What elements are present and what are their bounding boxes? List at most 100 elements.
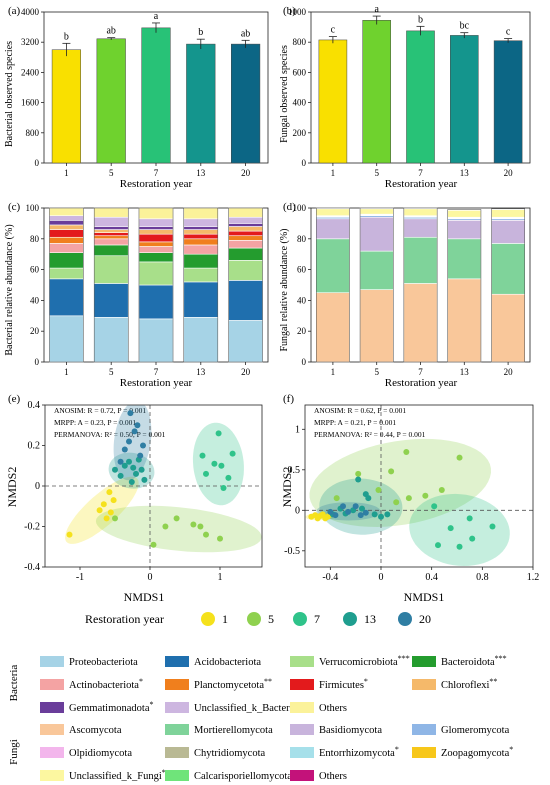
scatter-point-f-group-5 [375,487,382,494]
stack-segment-c [138,318,174,363]
fungi-heading: Fungi [8,739,20,765]
xlabel-b: Restoration year [385,178,458,190]
scatter-point-e-group-7 [203,470,209,477]
xtick-label-e: -1 [76,572,84,583]
scatter-point-e-group-20 [126,438,132,445]
scatter-point-e-group-13 [121,462,128,469]
scatter-point-f-group-5 [355,470,362,477]
ytick-label-e: 0.2 [28,441,41,452]
bacteria-legend-swatch [290,702,314,713]
stack-segment-c [138,218,174,227]
sig-letter-b: c [331,25,336,36]
panel-label-d: (d) [283,201,296,213]
bacteria-legend-significance: * [139,677,143,686]
bacteria-legend-label: Firmicutes* [319,677,368,691]
scatter-point-e-group-20 [137,452,144,459]
stack-segment-c [228,226,263,232]
scatter-area-e [45,405,262,567]
stack-segment-d [315,208,350,217]
ytick-label-e: 0 [35,481,40,492]
xtick-label-f: -0.4 [322,572,338,583]
scatter-point-e-group-20 [127,410,134,417]
xtick-label-b: 7 [418,168,423,178]
stack-segment-c [183,253,219,269]
scatter-point-e-group-7 [229,450,236,457]
bacteria-legend-significance: ** [264,677,272,686]
bar-a [141,27,171,164]
ytick-label-c: 0 [35,357,40,367]
stack-segment-d [359,250,394,290]
bacteria-legend-swatch [165,656,189,667]
bacteria-legend-swatch [165,702,189,713]
scatter-point-f-group-7 [466,515,473,522]
group-legend-title: Restoration year [85,612,164,626]
fungi-legend-swatch [40,724,64,735]
confidence-ellipse-e [95,505,262,553]
stack-segment-c [49,243,84,253]
confidence-ellipse-f [409,493,510,566]
stack-segment-c [49,229,84,238]
ytick-label-f: 1 [295,424,300,435]
legend-marker-year-1 [201,612,215,626]
scatter-point-f-group-7 [447,525,454,532]
scatter-point-f-group-13 [362,491,369,498]
ytick-label-d: 20 [297,326,307,336]
stack-segment-c [138,284,174,320]
bar-b [450,35,479,164]
stack-segment-d [491,209,526,218]
xtick-label-b: 13 [460,168,470,178]
bacteria-legend-label: Unclassified_k_Bacteria [194,703,298,714]
legend-label-year-7: 7 [314,612,320,626]
bacteria-legend-label: Actinobacteriota* [69,677,143,691]
stack-segment-d [315,218,350,240]
bacteria-legend-swatch [290,656,314,667]
scatter-point-e-group-5 [217,535,223,542]
ytick-label-b: 200 [293,128,307,138]
scatter-point-e-group-1 [66,531,73,538]
scatter-point-e-group-7 [220,485,227,492]
legend-marker-year-5 [247,612,261,626]
scatter-point-f-group-7 [489,523,496,530]
stack-segment-c [93,207,129,218]
scatter-point-e-group-13 [130,464,137,471]
scatter-point-e-group-7 [225,474,232,481]
stack-segment-c [93,232,129,237]
ylabel-f: NMDS2 [280,467,294,508]
bacteria-heading: Bacteria [8,665,20,702]
stack-segment-d [403,208,438,217]
stats-e-permanova: PERMANOVA: R² = 0.50, P = 0.001 [54,430,166,439]
fungi-legend-label: Ascomycota [69,725,122,736]
stack-segment-c [49,315,84,363]
legend-marker-year-13 [343,612,357,626]
fungi-legend-swatch [40,747,64,758]
xlabel-c: Restoration year [120,377,193,389]
scatter-point-e-group-13 [126,458,132,465]
xtick-label-c: 20 [241,367,251,377]
xtick-label-c: 1 [64,367,69,377]
legend-label-year-5: 5 [268,612,274,626]
stack-segment-c [183,244,219,255]
stack-segment-c [138,226,174,230]
ytick-label-f: 0 [295,505,300,516]
fungi-legend-swatch [412,724,436,735]
stack-segment-c [228,223,263,227]
bacteria-legend-significance: *** [495,654,507,663]
scatter-point-e-group-5 [203,531,209,538]
stack-segment-d [403,283,438,363]
stats-f-permanova: PERMANOVA: R² = 0.44, P = 0.001 [314,430,426,439]
stack-segment-c [93,226,129,230]
stack-segment-c [93,229,129,233]
fungi-legend-swatch [290,770,314,781]
scatter-point-e-group-1 [110,497,117,504]
scatter-point-e-group-13 [112,466,118,473]
panel-label-f: (f) [283,393,294,405]
fungi-legend-swatch [40,770,64,781]
ytick-label-a: 4000 [21,7,40,17]
legend-label-year-1: 1 [222,612,228,626]
stack-segment-d [447,210,482,218]
ytick-label-e: -0.4 [24,562,40,573]
ytick-label-a: 3200 [21,37,40,47]
fungi-legend-swatch [165,724,189,735]
stack-segment-d [403,218,438,238]
stack-segment-c [183,229,219,235]
